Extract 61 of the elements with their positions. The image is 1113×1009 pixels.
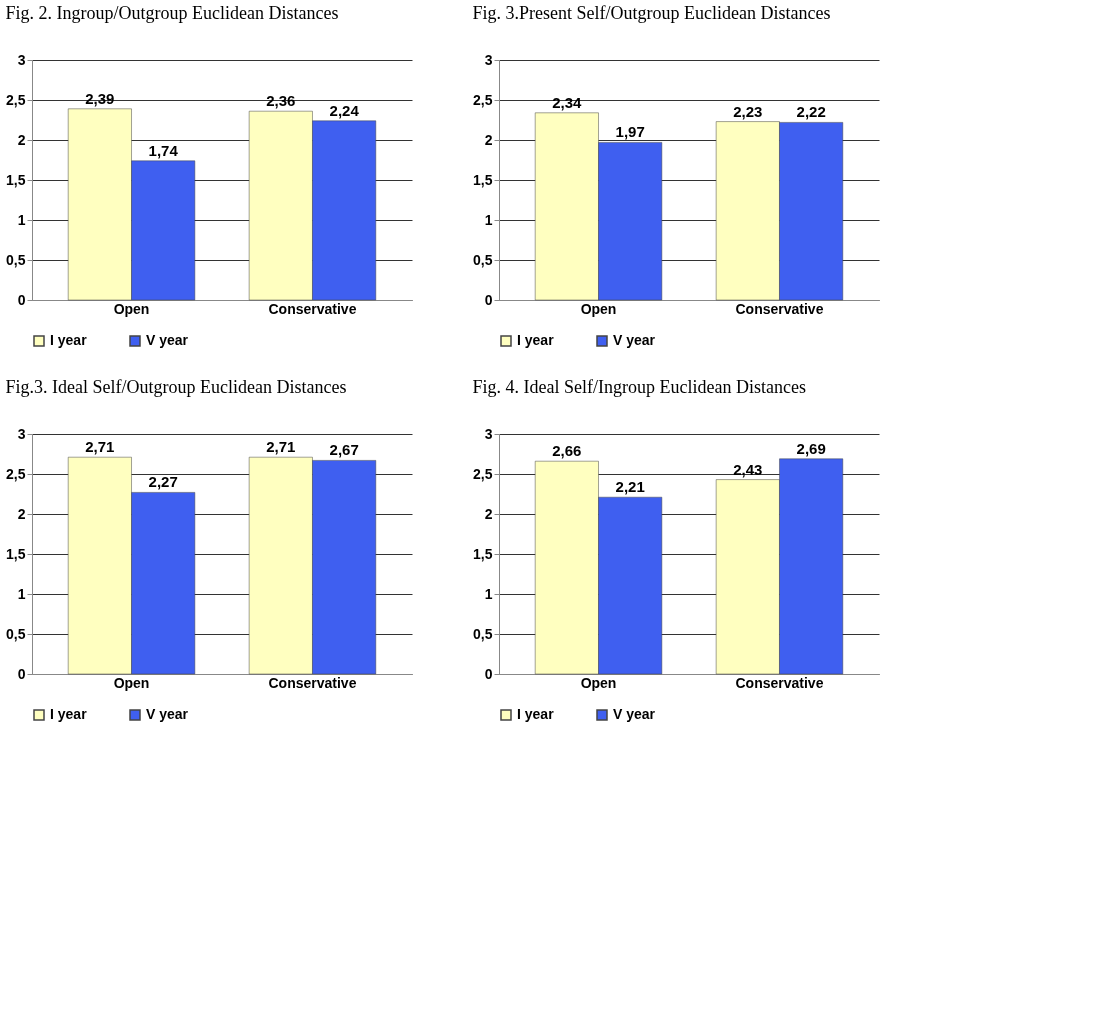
y-tick-label: 0,5 [6, 625, 26, 642]
y-tick-label: 1 [17, 211, 26, 228]
data-label: 1,97 [615, 123, 645, 141]
y-tick-label: 0 [17, 665, 26, 682]
data-label: 2,43 [733, 460, 763, 478]
y-tick-label: 1,5 [473, 545, 493, 562]
data-label: 2,22 [796, 103, 826, 121]
y-tick-label: 1 [484, 585, 493, 602]
x-tick-label: Open [113, 674, 150, 691]
data-label: 2,23 [733, 102, 763, 120]
y-tick-label: 0,5 [6, 251, 26, 268]
y-tick-label: 2 [17, 131, 26, 148]
y-tick-label: 1,5 [6, 171, 26, 188]
y-tick-label: 1 [17, 585, 26, 602]
data-label: 2,71 [266, 438, 296, 456]
legend-label: V year [613, 332, 656, 348]
legend-label: V year [146, 332, 189, 348]
y-tick-label: 2 [17, 505, 26, 522]
data-label: 2,27 [148, 473, 178, 491]
x-tick-label: Conservative [268, 674, 357, 691]
y-tick-label: 3 [484, 51, 493, 68]
y-tick-label: 2,5 [473, 465, 493, 482]
x-tick-label: Conservative [268, 300, 357, 317]
data-label: 2,66 [552, 442, 582, 460]
x-tick-label: Open [113, 300, 150, 317]
data-label: 2,69 [796, 439, 826, 457]
y-tick-label: 0,5 [473, 251, 493, 268]
legend-label: I year [517, 706, 555, 722]
data-label: 1,74 [148, 141, 179, 159]
y-tick-label: 0,5 [473, 625, 493, 642]
y-tick-label: 3 [17, 425, 26, 442]
data-label: 2,21 [615, 478, 645, 496]
legend-label: V year [613, 706, 656, 722]
x-tick-label: Open [580, 674, 617, 691]
y-tick-label: 1 [484, 211, 493, 228]
legend-label: V year [146, 706, 189, 722]
y-tick-label: 0 [484, 665, 493, 682]
chart-title: Fig. 3.Present Self/Outgroup Euclidean Distances [472, 3, 831, 23]
y-tick-label: 2 [484, 505, 493, 522]
x-tick-label: Conservative [735, 300, 824, 317]
y-tick-label: 0 [484, 291, 493, 308]
data-label: 2,24 [329, 101, 360, 119]
legend-label: I year [517, 332, 555, 348]
chart-title: Fig. 2. Ingroup/Outgroup Euclidean Distances [5, 3, 339, 23]
x-tick-label: Open [580, 300, 617, 317]
y-tick-label: 3 [484, 425, 493, 442]
y-tick-label: 2 [484, 131, 493, 148]
data-label: 2,67 [329, 441, 359, 459]
x-tick-label: Conservative [735, 674, 824, 691]
chart-title: Fig. 4. Ideal Self/Ingroup Euclidean Distances [472, 377, 806, 397]
y-tick-label: 2,5 [6, 91, 26, 108]
y-tick-label: 1,5 [473, 171, 493, 188]
y-tick-label: 2,5 [473, 91, 493, 108]
legend-label: I year [50, 706, 88, 722]
chart-title: Fig.3. Ideal Self/Outgroup Euclidean Distances [5, 377, 347, 397]
y-tick-label: 1,5 [6, 545, 26, 562]
y-tick-label: 0 [17, 291, 26, 308]
legend-label: I year [50, 332, 88, 348]
y-tick-label: 3 [17, 51, 26, 68]
y-tick-label: 2,5 [6, 465, 26, 482]
data-label: 2,71 [85, 438, 115, 456]
